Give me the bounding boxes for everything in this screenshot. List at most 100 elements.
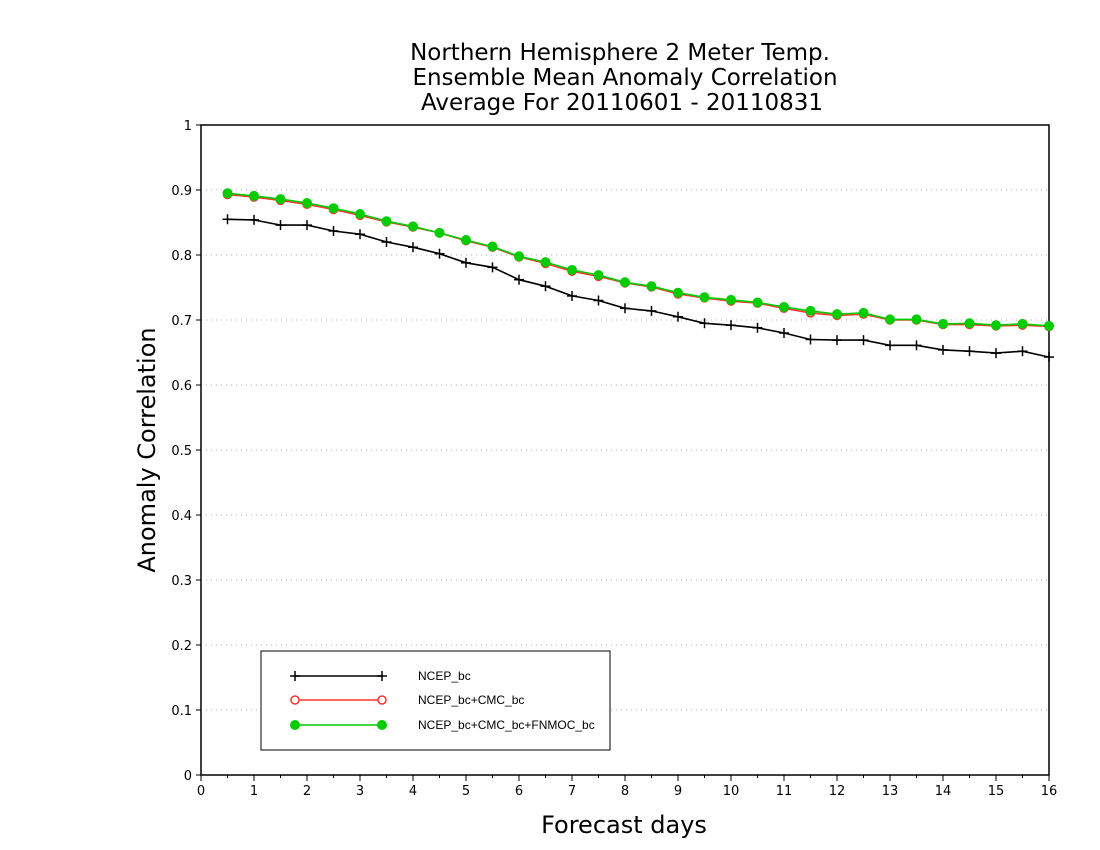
legend-marker-left (290, 695, 300, 705)
x-tick-label: 14 (935, 784, 952, 799)
x-tick-label: 13 (882, 784, 899, 799)
x-tick-label: 10 (723, 784, 740, 799)
data-point (275, 220, 286, 231)
y-tick-label: 1 (184, 119, 192, 134)
y-tick-label: 0.7 (171, 314, 192, 329)
series-line (227, 193, 1050, 328)
legend-marker-left (290, 671, 300, 681)
grid-lines (201, 189, 1049, 711)
data-point (726, 320, 736, 331)
x-tick-label: 0 (197, 784, 205, 799)
data-point (381, 237, 392, 247)
data-point (858, 307, 869, 318)
data-point (938, 344, 948, 355)
data-point (779, 328, 789, 338)
legend-item: NCEP_bc (290, 669, 471, 683)
data-point (991, 320, 1001, 331)
data-point (514, 274, 524, 285)
data-point (832, 309, 842, 320)
y-tick-label: 0.8 (171, 249, 192, 264)
y-tick-label: 0.9 (171, 184, 192, 199)
legend-item: NCEP_bc+CMC_bc+FNMOC_bc (290, 718, 595, 732)
data-point (726, 294, 736, 305)
title-line-1: Northern Hemisphere 2 Meter Temp. (410, 40, 830, 66)
data-point (328, 225, 339, 236)
data-point (408, 242, 418, 253)
data-point (461, 235, 471, 246)
data-point (885, 314, 895, 325)
x-tick-label: 15 (988, 784, 1005, 799)
x-axis-title: Forecast days (541, 811, 707, 839)
data-point (461, 257, 471, 268)
data-point (1017, 318, 1028, 329)
data-point (381, 216, 392, 227)
data-point (540, 281, 551, 292)
legend-marker-right (377, 695, 387, 705)
data-point (408, 221, 418, 232)
data-point (593, 270, 604, 281)
series-3 (222, 188, 1054, 331)
x-tick-label: 2 (303, 784, 311, 799)
data-point (328, 203, 339, 214)
data-point (275, 194, 286, 205)
data-point (434, 248, 445, 259)
data-point (302, 198, 312, 208)
y-tick-label: 0.6 (171, 379, 192, 394)
data-point (540, 257, 551, 268)
legend-label: NCEP_bc+CMC_bc (418, 693, 524, 707)
data-point (620, 277, 630, 288)
title-line-2: Ensemble Mean Anomaly Correlation (412, 65, 837, 91)
x-tick-label: 12 (829, 784, 846, 799)
data-point (355, 209, 365, 220)
data-point (593, 295, 604, 306)
data-point (911, 340, 922, 351)
data-point (832, 335, 842, 346)
data-point (646, 305, 657, 316)
x-tick-label: 16 (1041, 784, 1058, 799)
data-point (249, 214, 259, 225)
x-tick-label: 4 (409, 784, 417, 799)
data-point (646, 281, 657, 292)
data-point (487, 241, 498, 252)
data-point (911, 314, 922, 325)
legend-label: NCEP_bc (418, 669, 471, 683)
title-line-3: Average For 20110601 - 20110831 (421, 90, 823, 116)
data-point (938, 318, 948, 329)
legend-marker-right (377, 671, 387, 681)
series-line (227, 218, 1050, 358)
x-tick-label: 9 (674, 784, 682, 799)
y-tick-label: 0.1 (171, 704, 192, 719)
data-point (858, 335, 869, 346)
legend-marker-right (377, 720, 387, 730)
data-point (302, 220, 312, 231)
y-axis-title: Anomaly Correlation (133, 327, 161, 572)
data-point (355, 229, 365, 240)
data-point (885, 340, 895, 351)
data-point (699, 318, 710, 329)
data-point (699, 292, 710, 303)
data-point (514, 251, 524, 262)
data-point (1044, 320, 1054, 331)
data-point (673, 287, 683, 298)
x-tick-label: 8 (621, 784, 629, 799)
legend: NCEP_bc NCEP_bc+CMC_bc NCEP_bc+CMC_bc+FNMO… (260, 650, 611, 751)
y-tick-label: 0.2 (171, 639, 192, 654)
axes: 00.10.20.30.40.50.60.70.80.910 1 2 3 4 5 6 7 8 9 1… (171, 119, 1057, 799)
data-point (249, 190, 259, 201)
data-point (567, 290, 577, 301)
data-point (752, 297, 763, 308)
data-point (1044, 352, 1054, 363)
x-tick-label: 5 (462, 784, 470, 799)
x-tick-label: 6 (515, 784, 523, 799)
chart-title: Northern Hemisphere 2 Meter Temp. Ensemb… (410, 40, 837, 116)
data-point (1017, 346, 1028, 357)
data-point (434, 227, 445, 238)
legend-marker-left (290, 720, 300, 730)
y-tick-label: 0.5 (171, 444, 192, 459)
data-point (673, 311, 683, 322)
data-point (752, 322, 763, 333)
data-point (805, 305, 816, 316)
data-point (991, 348, 1001, 359)
data-point (779, 302, 789, 312)
